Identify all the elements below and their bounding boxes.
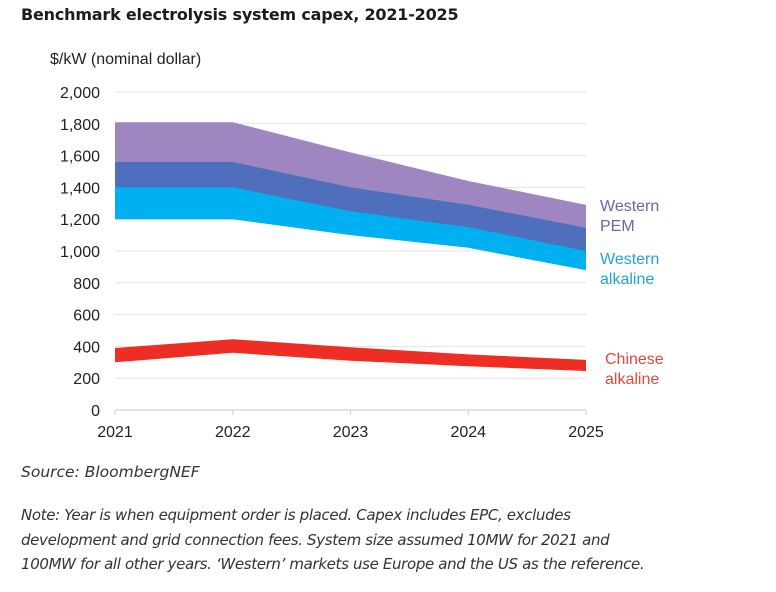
source-note: Source: BloombergNEF: [21, 463, 200, 481]
label-western-pem: Western: [600, 198, 659, 215]
footnote-line: development and grid connection fees. Sy…: [21, 530, 610, 549]
axes: 0 200 400 600 800 1,000 1,200 1,400 1,600 1,800 2,…: [60, 85, 604, 441]
x-tick-label: 2022: [215, 424, 251, 441]
y-tick-label: 1,200: [60, 212, 100, 229]
y-axis-label: $/kW (nominal dollar): [50, 51, 201, 68]
x-tick-label: 2023: [333, 424, 369, 441]
band-overlap-pem-alkaline: [115, 162, 586, 251]
label-chinese-alkaline: Chinese: [605, 351, 664, 368]
y-tick-label: 1,000: [60, 244, 100, 261]
x-tick-label: 2024: [450, 424, 486, 441]
y-tick-label: 400: [73, 339, 100, 356]
chart-area: 0 200 400 600 800 1,000 1,200 1,400 1,600 1,800 2,…: [50, 51, 664, 441]
footnote: Note: Year is when equipment order is pl…: [21, 503, 761, 577]
band-chinese-alkaline: [115, 339, 586, 371]
footnote-line: Note: Year is when equipment order is pl…: [21, 506, 571, 524]
label-chinese-alkaline: alkaline: [605, 371, 659, 388]
y-tick-label: 2,000: [60, 85, 100, 102]
y-tick-label: 1,800: [60, 117, 100, 134]
chart-title: Benchmark electrolysis system capex, 202…: [21, 5, 459, 24]
y-tick-label: 200: [73, 371, 100, 388]
y-tick-label: 1,400: [60, 180, 100, 197]
y-tick-label: 800: [73, 276, 100, 293]
y-tick-label: 600: [73, 308, 100, 325]
series-bands: [115, 122, 586, 371]
label-western-alkaline: Western: [600, 251, 659, 268]
x-tick-label: 2021: [97, 424, 133, 441]
y-tick-label: 0: [91, 403, 100, 420]
band-western-alkaline: [115, 162, 586, 271]
y-tick-label: 1,600: [60, 149, 100, 166]
series-labels: Western PEM Western alkaline Chinese alkaline: [600, 198, 664, 388]
label-western-alkaline: alkaline: [600, 271, 654, 288]
x-tick-label: 2025: [568, 424, 604, 441]
label-western-pem: PEM: [600, 218, 635, 235]
footnote-line: 100MW for all other years. ‘Western’ mar…: [21, 555, 645, 573]
